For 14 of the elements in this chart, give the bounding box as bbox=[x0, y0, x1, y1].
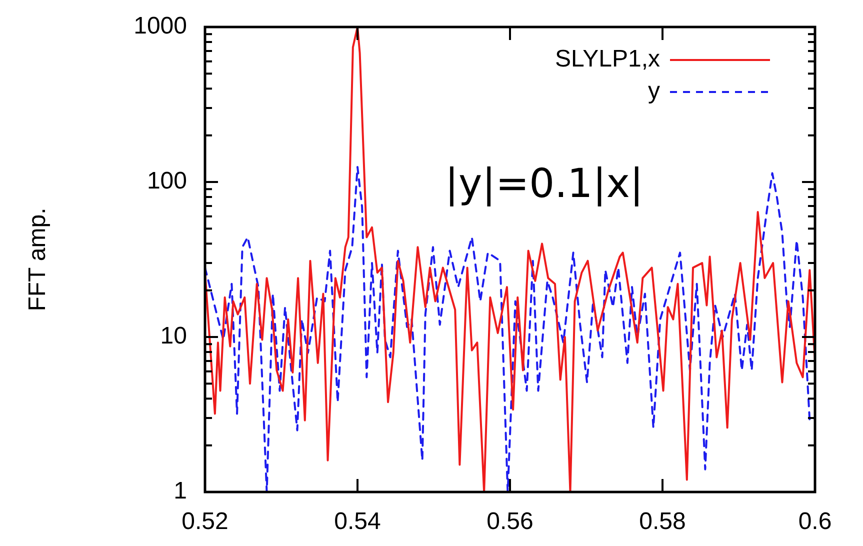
legend-label: y bbox=[648, 78, 660, 105]
annotation: |y|=0.1|x| bbox=[445, 161, 644, 207]
line-series bbox=[205, 166, 815, 492]
y-tick-label: 10 bbox=[160, 322, 187, 350]
x-tick-label: 0.54 bbox=[334, 508, 381, 536]
y-tick-label: 1000 bbox=[134, 12, 187, 40]
x-tick-label: 0.58 bbox=[639, 508, 686, 536]
y-tick-label: 1 bbox=[174, 478, 187, 505]
legend-label: SLYLP1,x bbox=[555, 46, 660, 73]
x-tick-label: 0.6 bbox=[798, 508, 832, 536]
x-tick-label: 0.56 bbox=[486, 508, 534, 536]
x-tick-label: 0.52 bbox=[182, 508, 228, 536]
y-tick-label: 100 bbox=[146, 168, 187, 195]
y-axis-title: FFT amp. bbox=[24, 208, 52, 312]
